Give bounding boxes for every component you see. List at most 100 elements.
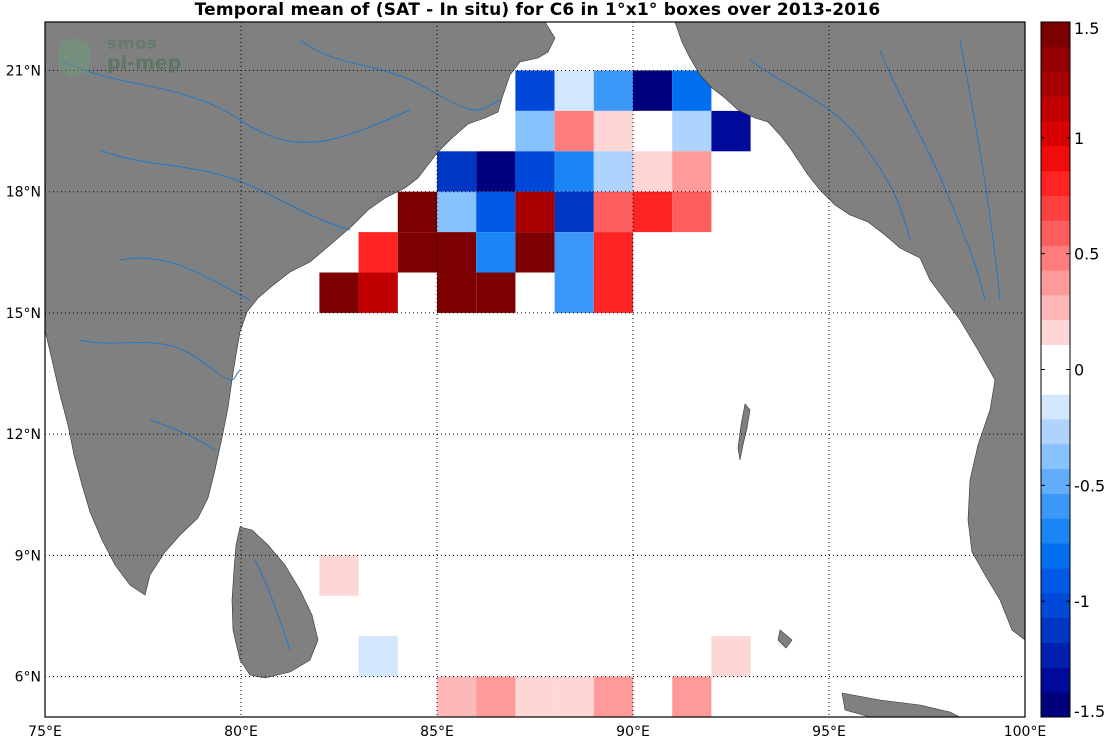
land-nicobar: [777, 629, 793, 649]
heatmap-cell: [633, 110, 673, 152]
colorbar-swatch: [1041, 394, 1070, 420]
heatmap-cell: [437, 232, 477, 273]
heatmap-cell: [672, 676, 712, 717]
colorbar-swatch: [1041, 419, 1070, 445]
land-andaman: [737, 403, 751, 461]
heatmap-cell: [672, 151, 712, 192]
colorbar-swatch: [1041, 518, 1070, 544]
heatmap-cell: [711, 110, 751, 152]
heatmap-cell: [476, 272, 516, 313]
heatmap-cell: [515, 232, 555, 273]
lat-tick-label: 21°N: [6, 63, 41, 79]
heatmap-cell: [554, 191, 594, 233]
heatmap-cell: [593, 70, 633, 111]
lon-tick-label: 75°E: [28, 724, 62, 738]
heatmap-cell: [672, 110, 712, 152]
lat-tick-label: 18°N: [6, 185, 41, 201]
colorbar-tick-label: 1: [1074, 129, 1084, 148]
colorbar-tick-labels: 1.5 1 0.5 0 -0.5 -1 -1.5: [1041, 19, 1105, 721]
heatmap-cell: [397, 232, 437, 273]
colorbar-swatch: [1041, 319, 1070, 345]
colorbar-swatch: [1041, 642, 1070, 668]
smos-pimep-logo: smos pi-mep: [55, 32, 205, 88]
heatmap-cell: [633, 191, 673, 233]
heatmap-cell: [633, 70, 673, 111]
heatmap-cell: [554, 676, 594, 717]
heatmap-cell: [397, 191, 437, 233]
lat-tick-label: 15°N: [6, 306, 41, 322]
colorbar-swatch: [1041, 369, 1070, 395]
heatmap-cell: [515, 110, 555, 152]
colorbar-swatch: [1041, 46, 1070, 72]
heatmap-cell: [437, 151, 477, 192]
heatmap-cell: [515, 70, 555, 111]
colorbar-swatch: [1041, 245, 1070, 271]
colorbar-swatch: [1041, 295, 1070, 321]
heatmap-cell: [476, 151, 516, 192]
land-sri-lanka: [231, 526, 319, 679]
colorbar-tick-label: -0.5: [1074, 476, 1105, 495]
heatmap-cell: [554, 110, 594, 152]
heatmap-cell: [358, 636, 398, 677]
lon-tick-label: 85°E: [420, 724, 454, 738]
heatmap-cell: [437, 272, 477, 313]
heatmap-cell: [515, 676, 555, 717]
colorbar-tick-label: -1.5: [1074, 702, 1105, 721]
land-myanmar: [674, 22, 1025, 641]
lon-tick-label: 80°E: [224, 724, 258, 738]
heatmap-cell: [593, 151, 633, 192]
heatmap-cell: [515, 191, 555, 233]
heatmap-cell: [358, 272, 398, 313]
colorbar-tick-label: 0: [1074, 361, 1084, 380]
colorbar-swatch: [1041, 568, 1070, 594]
heatmap-cells: [319, 70, 751, 717]
colorbar-swatch: [1041, 592, 1070, 619]
heatmap-cell: [319, 272, 359, 313]
colorbar-swatch: [1041, 493, 1070, 519]
colorbar-swatch: [1041, 344, 1070, 370]
colorbar-swatch: [1041, 220, 1070, 246]
lat-tick-label: 12°N: [6, 427, 41, 443]
heatmap-cell: [633, 151, 673, 192]
heatmap-cell: [593, 676, 633, 717]
heatmap-cell: [593, 191, 633, 233]
lon-tick-label: 100°E: [1004, 724, 1047, 738]
heatmap-cell: [476, 191, 516, 233]
heatmap-cell: [554, 272, 594, 313]
heatmap-cell: [358, 232, 398, 273]
map-frame: [44, 21, 1026, 718]
lat-tick-labels: 6°N 9°N 12°N 15°N 18°N 21°N: [6, 63, 41, 685]
colorbar-swatch: [1041, 71, 1070, 97]
colorbar-swatch: [1041, 96, 1070, 122]
map-title: Temporal mean of (SAT - In situ) for C6 …: [194, 0, 881, 20]
lat-tick-label: 6°N: [15, 670, 41, 686]
heatmap-cell: [319, 555, 359, 596]
heatmap-cell: [554, 232, 594, 273]
heatmap-cell: [593, 232, 633, 273]
land-masses: [45, 22, 1025, 717]
logo-text-pimep: pi-mep: [107, 52, 182, 74]
heatmap-cell: [476, 232, 516, 273]
colorbar-swatch: [1041, 146, 1070, 172]
colorbar-swatch: [1041, 195, 1070, 221]
heatmap-cell: [476, 676, 516, 717]
colorbar: [1041, 22, 1070, 718]
heatmap-cell: [554, 151, 594, 192]
colorbar-swatch: [1041, 121, 1070, 147]
colorbar-swatch: [1041, 667, 1070, 693]
heatmap-cell: [593, 110, 633, 152]
lat-tick-label: 9°N: [15, 548, 41, 564]
colorbar-swatch: [1041, 692, 1070, 718]
colorbar-swatch: [1041, 22, 1070, 48]
land-sumatra: [841, 692, 961, 717]
colorbar-swatch: [1041, 443, 1070, 470]
colorbar-tick-label: 0.5: [1074, 245, 1099, 264]
colorbar-tick-label: -1: [1074, 592, 1090, 611]
lon-tick-label: 90°E: [616, 724, 650, 738]
lon-tick-label: 95°E: [812, 724, 846, 738]
colorbar-swatch: [1041, 170, 1070, 197]
lon-tick-labels: 75°E 80°E 85°E 90°E 95°E 100°E: [28, 724, 1046, 738]
heatmap-cell: [437, 191, 477, 233]
colorbar-swatch: [1041, 617, 1070, 643]
